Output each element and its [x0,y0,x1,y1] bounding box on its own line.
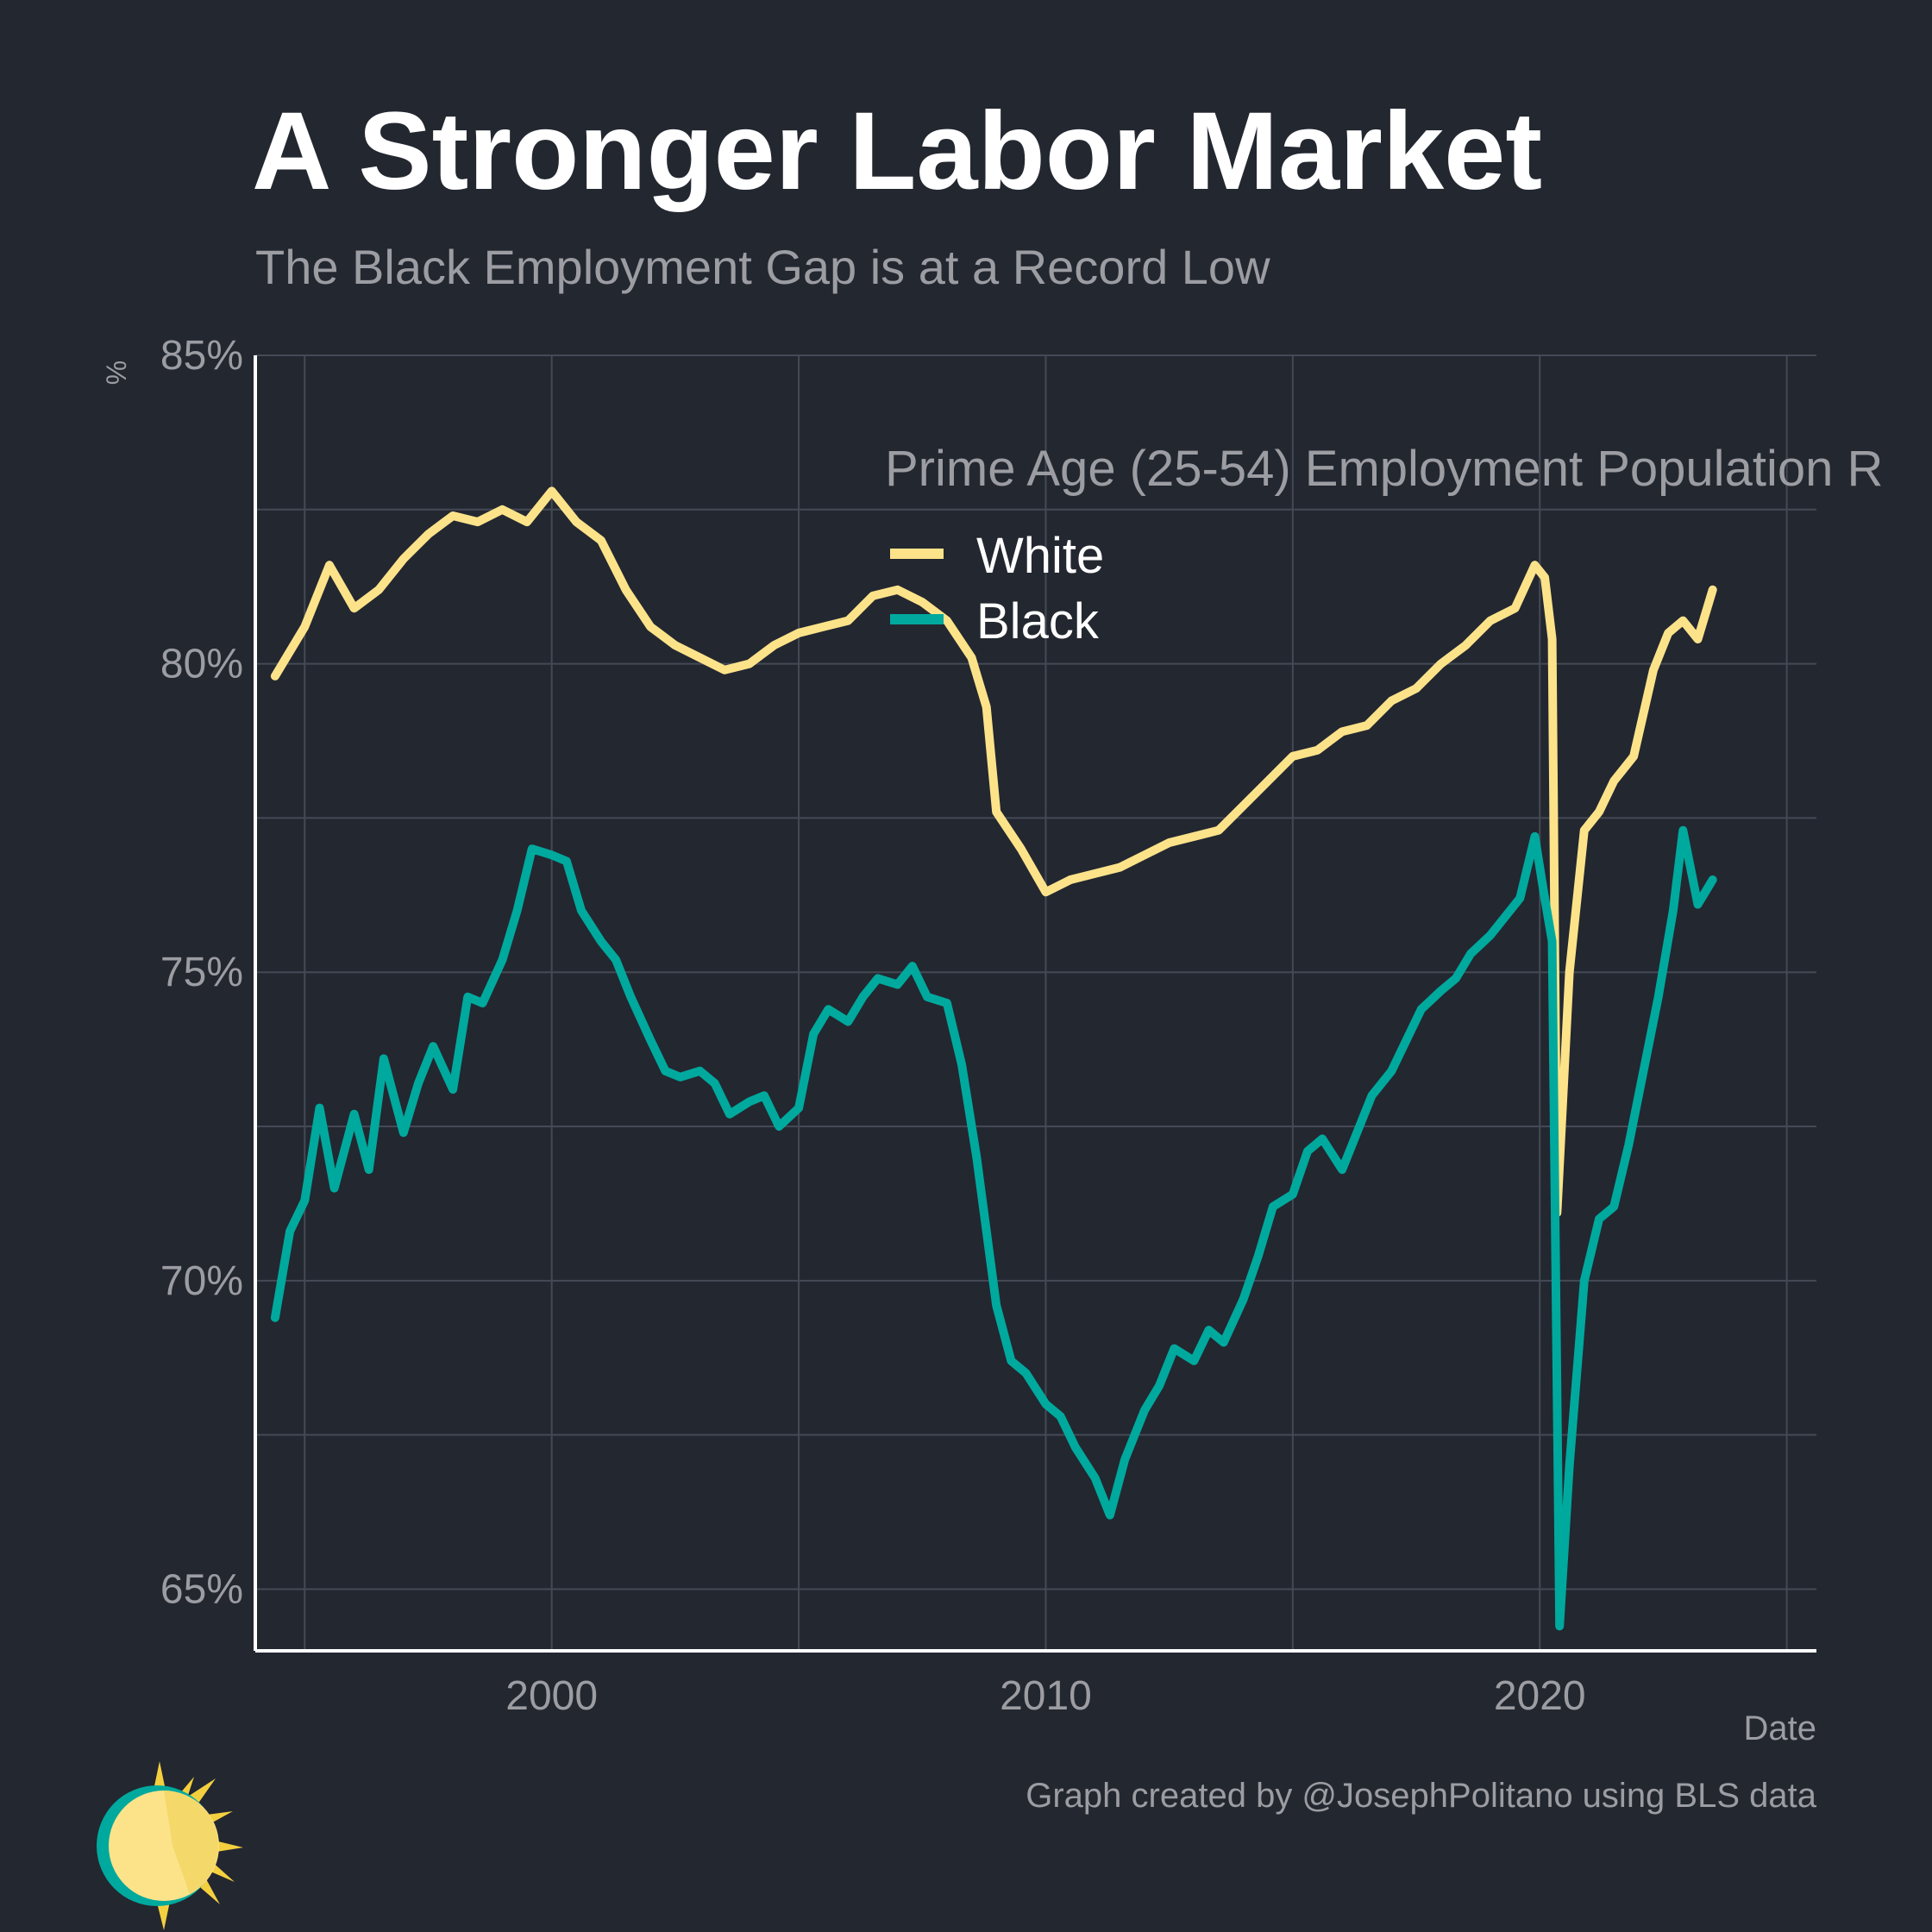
axis-layer [254,355,1816,1653]
x-tick-label: 2010 [1000,1673,1092,1719]
source-caption: Graph created by @JosephPolitano using B… [1026,1777,1816,1815]
label-layer: 65% 70% 75% 80% 85% 2000 2010 2020% Date [101,333,1816,1747]
series-layer [270,486,1717,1631]
legend-label-black: Black [976,593,1100,649]
legend-title: Prime Age (25-54) Employment Population … [885,441,1883,497]
legend-layer: Prime Age (25-54) Employment Population … [885,441,1883,649]
chart-subtitle: The Black Employment Gap is at a Record … [255,240,1270,294]
series-line-black [270,825,1717,1631]
x-axis-title: Date [1744,1709,1817,1747]
y-tick-label: 75% [160,950,243,995]
legend-label-white: White [976,528,1104,584]
y-tick-label: 85% [160,333,243,379]
chart-title: A Stronger Labor Market [252,90,1542,213]
y-tick-label: 65% [160,1566,243,1612]
y-axis-title: % [101,361,132,385]
y-tick-label: 70% [160,1258,243,1304]
x-tick-label: 2000 [505,1673,598,1719]
series-line-white [270,486,1717,1218]
y-tick-label: 80% [160,642,243,687]
x-tick-label: 2020 [1494,1673,1586,1719]
sun-logo-icon [97,1761,243,1930]
